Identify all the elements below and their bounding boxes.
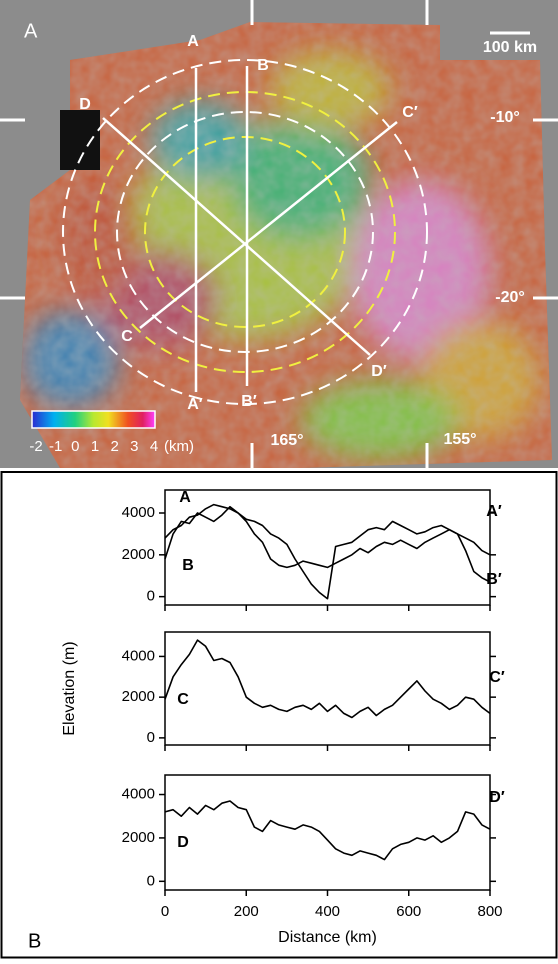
panel-label: A	[24, 20, 38, 42]
y-axis-label: Elevation (m)	[61, 641, 78, 735]
y-tick-label: 2000	[122, 688, 155, 705]
profile-label: B	[182, 557, 194, 574]
colorbar-tick-label: 4	[150, 438, 158, 455]
x-tick-label: 400	[315, 903, 340, 920]
y-tick-label: 4000	[122, 504, 155, 521]
profile-label: D	[177, 834, 189, 851]
panel-frame	[0, 471, 558, 959]
longitude-label: 155°	[443, 431, 476, 448]
y-tick-label: 4000	[122, 785, 155, 802]
profile-label: B′	[241, 393, 257, 410]
profile-label: D′	[371, 363, 387, 380]
x-axis-label: Distance (km)	[278, 929, 377, 946]
colorbar-unit: (km)	[164, 438, 194, 455]
latitude-label: -10°	[490, 109, 520, 126]
elevation-map: A 100 km -10° -20° 165° 155°	[0, 0, 558, 468]
profile-label: B	[257, 57, 269, 74]
latitude-label: -20°	[495, 289, 525, 306]
longitude-label: 165°	[270, 432, 303, 449]
colorbar-tick-label: 0	[71, 438, 79, 455]
profile-label: C	[177, 691, 189, 708]
y-tick-label: 2000	[122, 829, 155, 846]
profile-label: A′	[486, 503, 502, 520]
profile-line	[164, 800, 491, 861]
x-tick-label: 200	[234, 903, 259, 920]
profile-line	[164, 505, 491, 600]
y-tick-label: 2000	[122, 546, 155, 563]
y-tick-label: 0	[147, 872, 155, 889]
colorbar-tick-label: -2	[29, 438, 42, 455]
profile-label: A	[179, 489, 191, 506]
y-tick-label: 0	[147, 588, 155, 605]
y-tick-label: 4000	[122, 647, 155, 664]
colorbar-tick-label: 1	[91, 438, 99, 455]
profile-label: C′	[402, 104, 418, 121]
panel-label: B	[28, 930, 41, 952]
profile-label: B′	[486, 571, 502, 588]
profile-label: A	[187, 33, 199, 50]
y-tick-label: 0	[147, 729, 155, 746]
profile-label: C′	[489, 669, 505, 686]
profile-label: C	[121, 328, 133, 345]
profile-line	[164, 639, 491, 719]
profile-label: D′	[489, 789, 505, 806]
x-tick-label: 0	[161, 903, 169, 920]
profile-label: D	[79, 96, 91, 113]
x-tick-label: 600	[396, 903, 421, 920]
scale-bar-label: 100 km	[483, 39, 537, 56]
x-tick-label: 800	[477, 903, 502, 920]
colorbar-tick-label: 3	[130, 438, 138, 455]
colorbar	[31, 410, 156, 429]
profile-line	[164, 503, 491, 583]
profile-label: A′	[187, 396, 203, 413]
colorbar-tick-label: 2	[110, 438, 118, 455]
colorbar-tick-label: -1	[49, 438, 62, 455]
